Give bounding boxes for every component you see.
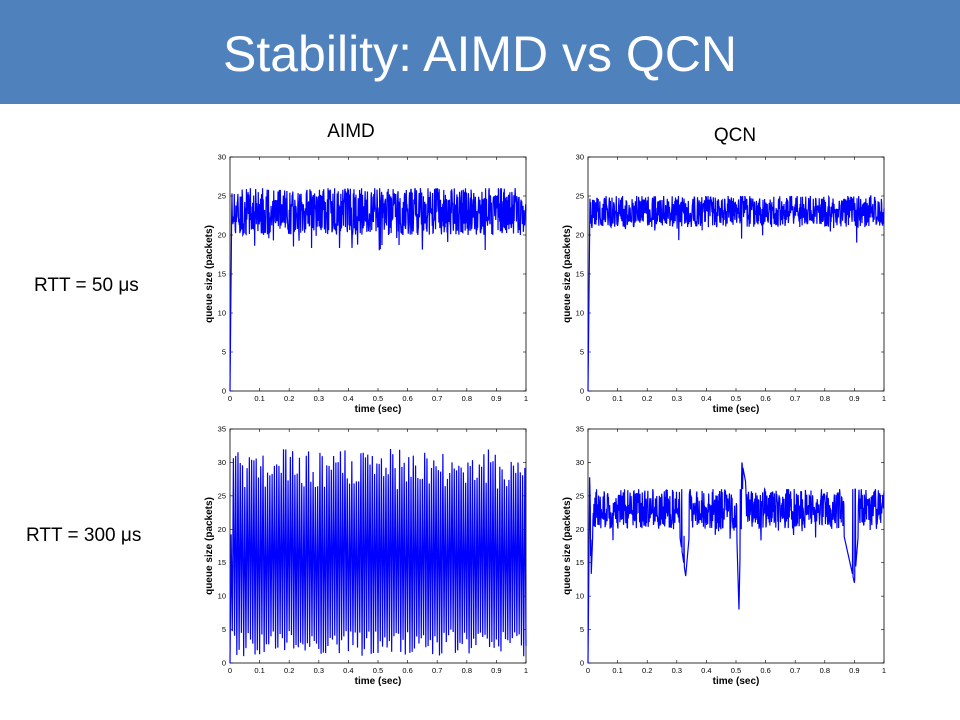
x-tick-label: 0.6 [760,666,770,675]
y-tick-label: 0 [222,387,226,396]
y-tick-label: 5 [222,348,226,357]
x-tick-label: 1 [524,666,528,675]
y-tick-label: 15 [576,270,584,279]
y-tick-label: 25 [576,491,584,500]
x-tick-label: 0 [228,666,232,675]
chart-qcn-rtt300: 0 0.1 0.2 0.3 0.4 0.5 0.6 0.7 0.8 0.9 105101520253… [562,425,886,688]
title-bar: Stability: AIMD vs QCN [0,0,960,104]
x-tick-label: 1 [882,394,886,403]
y-tick-label: 20 [576,231,584,240]
y-tick-label: 30 [576,458,584,467]
x-tick-label: 0.7 [432,394,442,403]
series-line-qcn-rtt50 [587,194,885,392]
y-tick-label: 20 [576,525,584,534]
series-line-aimd-rtt300 [229,449,527,664]
x-tick-label: 0.3 [672,666,682,675]
page-title: Stability: AIMD vs QCN [223,26,737,82]
row-label-rtt-300: RTT = 300 μs [26,525,142,546]
y-tick-label: 0 [580,387,584,396]
x-axis-label: time (sec) [355,676,402,687]
x-tick-label: 0.4 [343,666,353,675]
series-line-aimd-rtt50 [229,188,527,392]
plot-frame [587,428,885,664]
x-tick-label: 0.3 [672,394,682,403]
y-tick-label: 10 [576,592,584,601]
y-axis-label: queue size (packets) [562,497,573,595]
y-tick-label: 15 [576,558,584,567]
x-tick-label: 0 [586,394,590,403]
x-axis-label: time (sec) [713,404,760,415]
x-tick-label: 0.4 [343,394,353,403]
x-tick-label: 0.5 [731,394,741,403]
y-tick-label: 15 [218,558,226,567]
x-tick-label: 0.5 [373,666,383,675]
y-tick-label: 30 [576,153,584,162]
x-tick-label: 0 [228,394,232,403]
x-tick-label: 0.7 [790,666,800,675]
y-tick-label: 15 [218,270,226,279]
chart-aimd-rtt300: 0 0.1 0.2 0.3 0.4 0.5 0.6 0.7 0.8 0.9 105101520253… [204,425,528,688]
x-tick-label: 0.7 [790,394,800,403]
x-tick-label: 0.4 [701,394,711,403]
x-tick-label: 0.4 [701,666,711,675]
chart-aimd-rtt50: 0 0.1 0.2 0.3 0.4 0.5 0.6 0.7 0.8 0.9 105101520253… [204,153,528,416]
x-axis-label: time (sec) [713,676,760,687]
y-tick-label: 0 [580,659,584,668]
series-line-qcn-rtt300 [587,462,885,664]
y-tick-label: 5 [580,625,584,634]
x-tick-label: 0.8 [820,666,830,675]
x-tick-label: 0.3 [314,394,324,403]
y-axis-label: queue size (packets) [204,497,215,595]
chart-qcn-rtt50: 0 0.1 0.2 0.3 0.4 0.5 0.6 0.7 0.8 0.9 105101520253… [562,153,886,416]
x-axis-label: time (sec) [355,404,402,415]
x-tick-label: 0.1 [254,666,264,675]
x-tick-label: 1 [882,666,886,675]
x-tick-label: 0.1 [612,394,622,403]
y-tick-label: 25 [576,192,584,201]
x-tick-label: 0.2 [642,666,652,675]
row-label-rtt-50: RTT = 50 μs [34,275,139,296]
y-tick-label: 5 [222,625,226,634]
y-tick-label: 25 [218,491,226,500]
x-tick-label: 0.3 [314,666,324,675]
x-tick-label: 0.2 [642,394,652,403]
x-tick-label: 0.8 [462,666,472,675]
x-tick-label: 0.9 [849,394,859,403]
y-tick-label: 20 [218,231,226,240]
x-tick-label: 1 [524,394,528,403]
x-tick-label: 0.1 [254,394,264,403]
x-tick-label: 0.6 [760,394,770,403]
x-tick-label: 0.5 [731,666,741,675]
x-tick-label: 0.1 [612,666,622,675]
x-tick-label: 0.2 [284,394,294,403]
x-tick-label: 0.8 [820,394,830,403]
x-tick-label: 0.5 [373,394,383,403]
x-tick-label: 0.8 [462,394,472,403]
x-tick-label: 0.7 [432,666,442,675]
x-tick-label: 0.9 [849,666,859,675]
x-tick-label: 0.2 [284,666,294,675]
y-tick-label: 30 [218,153,226,162]
x-tick-label: 0.9 [491,394,501,403]
y-tick-label: 0 [222,659,226,668]
column-label-aimd: AIMD [327,121,375,142]
x-tick-label: 0.6 [402,394,412,403]
y-tick-label: 30 [218,458,226,467]
plot-frame [587,156,885,392]
x-tick-label: 0.6 [402,666,412,675]
y-axis-label: queue size (packets) [562,225,573,323]
y-axis-label: queue size (packets) [204,225,215,323]
y-tick-label: 35 [576,425,584,434]
y-tick-label: 35 [218,425,226,434]
x-tick-label: 0.9 [491,666,501,675]
y-tick-label: 5 [580,348,584,357]
y-tick-label: 25 [218,192,226,201]
column-label-qcn: QCN [713,125,757,146]
x-tick-label: 0 [586,666,590,675]
y-tick-label: 10 [576,309,584,318]
y-tick-label: 10 [218,592,226,601]
y-tick-label: 10 [218,309,226,318]
y-tick-label: 20 [218,525,226,534]
